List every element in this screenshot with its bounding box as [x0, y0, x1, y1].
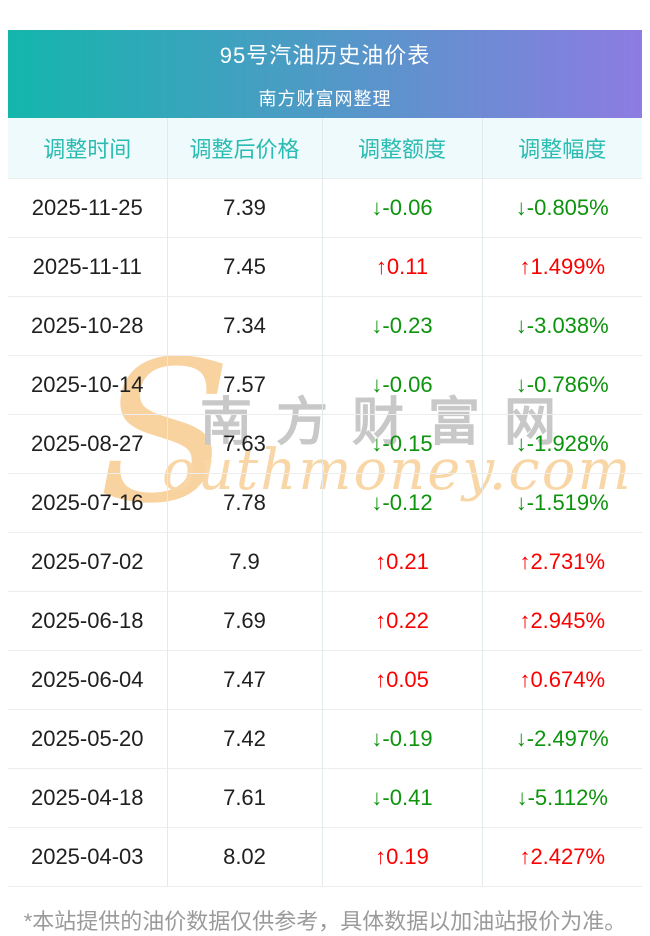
cell-date: 2025-05-20	[8, 709, 168, 769]
cell-price: 7.78	[167, 473, 323, 533]
table-row: 2025-05-20 7.42 ↓-0.19 ↓-2.497%	[8, 709, 642, 769]
cell-change: ↓-0.15	[322, 414, 483, 474]
table-row: 2025-07-02 7.9 ↑0.21 ↑2.731%	[8, 532, 642, 592]
table-row: 2025-10-14 7.57 ↓-0.06 ↓-0.786%	[8, 355, 642, 415]
cell-percent: ↑2.945%	[482, 591, 642, 651]
cell-change: ↑0.19	[322, 827, 483, 887]
cell-percent: ↓-5.112%	[482, 768, 642, 828]
cell-change: ↓-0.23	[322, 296, 483, 356]
table-row: 2025-11-11 7.45 ↑0.11 ↑1.499%	[8, 237, 642, 297]
cell-price: 7.57	[167, 355, 323, 415]
cell-date: 2025-10-14	[8, 355, 168, 415]
cell-percent: ↑0.674%	[482, 650, 642, 710]
cell-price: 7.39	[167, 178, 323, 238]
column-header: 调整后价格	[167, 118, 323, 179]
cell-date: 2025-06-04	[8, 650, 168, 710]
cell-percent: ↓-3.038%	[482, 296, 642, 356]
table-row: 2025-06-18 7.69 ↑0.22 ↑2.945%	[8, 591, 642, 651]
cell-percent: ↑2.731%	[482, 532, 642, 592]
footer-note: *本站提供的油价数据仅供参考，具体数据以加油站报价为准。	[23, 909, 627, 934]
cell-price: 7.63	[167, 414, 323, 474]
column-header: 调整时间	[8, 118, 168, 179]
cell-price: 7.61	[167, 768, 323, 828]
cell-price: 7.34	[167, 296, 323, 356]
cell-price: 7.45	[167, 237, 323, 297]
cell-date: 2025-10-28	[8, 296, 168, 356]
page-subtitle: 南方财富网整理	[258, 88, 392, 109]
table-row: 2025-10-28 7.34 ↓-0.23 ↓-3.038%	[8, 296, 642, 356]
cell-percent: ↓-1.519%	[482, 473, 642, 533]
cell-price: 7.47	[167, 650, 323, 710]
cell-date: 2025-06-18	[8, 591, 168, 651]
table-header-row: 调整时间 调整后价格 调整额度 调整幅度	[8, 118, 642, 179]
cell-change: ↑0.22	[322, 591, 483, 651]
cell-change: ↓-0.41	[322, 768, 483, 828]
cell-change: ↑0.05	[322, 650, 483, 710]
cell-percent: ↑1.499%	[482, 237, 642, 297]
cell-change: ↓-0.06	[322, 355, 483, 415]
table-row: 2025-04-18 7.61 ↓-0.41 ↓-5.112%	[8, 768, 642, 828]
table-row: 2025-04-03 8.02 ↑0.19 ↑2.427%	[8, 827, 642, 887]
cell-price: 7.42	[167, 709, 323, 769]
page-title: 95号汽油历史油价表	[219, 42, 431, 68]
cell-change: ↓-0.12	[322, 473, 483, 533]
price-table: 调整时间 调整后价格 调整额度 调整幅度 2025-11-25 7.39 ↓-0.06 ↓-…	[8, 118, 642, 887]
table-row: 2025-11-25 7.39 ↓-0.06 ↓-0.805%	[8, 178, 642, 238]
table-row: 2025-08-27 7.63 ↓-0.15 ↓-1.928%	[8, 414, 642, 474]
column-header: 调整额度	[322, 118, 483, 179]
cell-change: ↑0.21	[322, 532, 483, 592]
table-row: 2025-06-04 7.47 ↑0.05 ↑0.674%	[8, 650, 642, 710]
cell-change: ↑0.11	[322, 237, 483, 297]
cell-percent: ↓-0.786%	[482, 355, 642, 415]
table-body: 2025-11-25 7.39 ↓-0.06 ↓-0.805% 2025-11-11 7.…	[8, 178, 642, 887]
cell-percent: ↓-1.928%	[482, 414, 642, 474]
table-row: 2025-07-16 7.78 ↓-0.12 ↓-1.519%	[8, 473, 642, 533]
cell-date: 2025-04-18	[8, 768, 168, 828]
cell-change: ↓-0.19	[322, 709, 483, 769]
cell-date: 2025-04-03	[8, 827, 168, 887]
cell-price: 7.9	[167, 532, 323, 592]
banner: 95号汽油历史油价表 南方财富网整理	[8, 30, 642, 118]
cell-price: 7.69	[167, 591, 323, 651]
cell-percent: ↓-2.497%	[482, 709, 642, 769]
cell-date: 2025-11-25	[8, 178, 168, 238]
cell-date: 2025-11-11	[8, 237, 168, 297]
column-header: 调整幅度	[482, 118, 642, 179]
cell-price: 8.02	[167, 827, 323, 887]
cell-date: 2025-08-27	[8, 414, 168, 474]
cell-percent: ↓-0.805%	[482, 178, 642, 238]
cell-date: 2025-07-02	[8, 532, 168, 592]
cell-change: ↓-0.06	[322, 178, 483, 238]
cell-date: 2025-07-16	[8, 473, 168, 533]
cell-percent: ↑2.427%	[482, 827, 642, 887]
